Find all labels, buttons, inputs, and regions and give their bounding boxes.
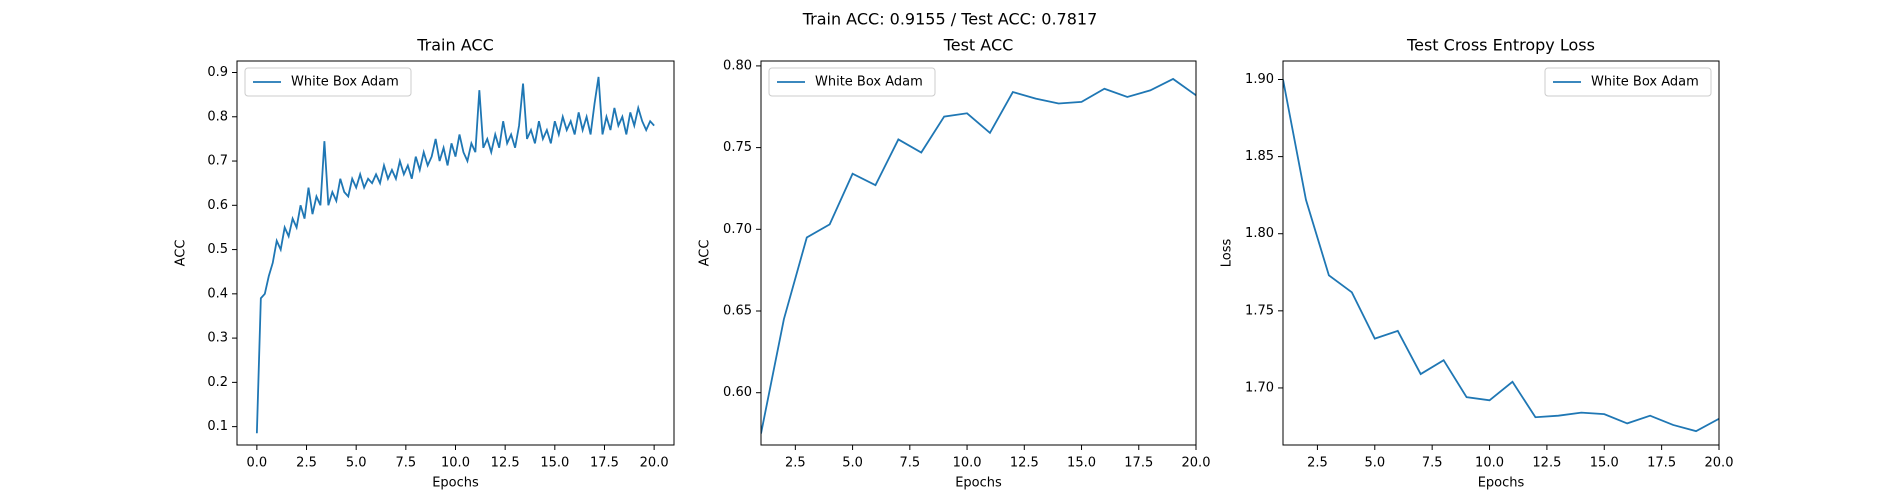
legend: White Box Adam — [768, 67, 936, 97]
legend-label: White Box Adam — [815, 75, 923, 90]
y-axis-label: Loss — [1220, 239, 1235, 268]
y-axis-label: ACC — [698, 240, 713, 267]
legend-label: White Box Adam — [291, 75, 399, 90]
x-tick-label: 20.0 — [1182, 456, 1211, 471]
x-tick-label: 7.5 — [395, 456, 416, 471]
subplot: Test ACC Epochs ACC 2.5 5.0 7.5 10.0 12.5 15.0 17… — [698, 36, 1211, 491]
subplot-title: Train ACC — [416, 36, 493, 55]
y-tick-label: 0.1 — [207, 419, 228, 434]
y-tick-label: 0.60 — [723, 385, 752, 400]
axes-frame — [1282, 60, 1720, 446]
y-tick-label: 0.6 — [207, 198, 228, 213]
x-tick-label: 2.5 — [1307, 456, 1328, 471]
x-tick-label: 17.5 — [1124, 456, 1153, 471]
y-tick-label: 1.90 — [1245, 72, 1274, 87]
x-tick-label: 5.0 — [1364, 456, 1385, 471]
x-tick-label: 5.0 — [842, 456, 863, 471]
x-tick-label: 2.5 — [785, 456, 806, 471]
x-tick-label: 7.5 — [899, 456, 920, 471]
y-tick-label: 0.65 — [723, 304, 752, 319]
x-axis-label: Epochs — [432, 476, 479, 491]
x-tick-label: 10.0 — [441, 456, 470, 471]
y-tick-label: 0.5 — [207, 242, 228, 257]
y-tick-label: 0.80 — [723, 58, 752, 73]
legend-box — [768, 67, 936, 97]
y-tick-label: 0.75 — [723, 140, 752, 155]
x-tick-label: 12.5 — [1010, 456, 1039, 471]
x-axis-label: Epochs — [1478, 476, 1525, 491]
y-tick-label: 1.70 — [1245, 380, 1274, 395]
x-tick-label: 12.5 — [491, 456, 520, 471]
y-tick-label: 1.85 — [1245, 149, 1274, 164]
y-tick-label: 0.8 — [207, 109, 228, 124]
legend: White Box Adam — [244, 67, 412, 97]
legend-box — [244, 67, 412, 97]
x-tick-label: 20.0 — [640, 456, 669, 471]
y-tick-label: 0.4 — [207, 286, 228, 301]
y-tick-label: 1.75 — [1245, 303, 1274, 318]
x-tick-label: 10.0 — [953, 456, 982, 471]
line — [761, 77, 1196, 434]
x-tick-label: 12.5 — [1532, 456, 1561, 471]
axes-frame — [760, 60, 1197, 446]
legend: White Box Adam — [1544, 67, 1712, 97]
subplot-title: Test ACC — [943, 36, 1014, 55]
x-tick-label: 10.0 — [1475, 456, 1504, 471]
x-tick-label: 15.0 — [1067, 456, 1096, 471]
y-tick-label: 0.3 — [207, 331, 228, 346]
legend-label: White Box Adam — [1591, 75, 1699, 90]
line — [255, 76, 655, 434]
subplot: Train ACC Epochs ACC 0.0 2.5 5.0 7.5 10.0 12.5 15… — [174, 36, 675, 491]
x-axis-label: Epochs — [955, 476, 1002, 491]
y-tick-label: 0.70 — [723, 222, 752, 237]
y-tick-label: 0.9 — [207, 65, 228, 80]
legend-box — [1544, 67, 1712, 97]
x-tick-label: 15.0 — [540, 456, 569, 471]
subplot: Test Cross Entropy Loss Epochs Loss 2.5 5.0 7… — [1220, 36, 1734, 491]
x-tick-label: 0.0 — [247, 456, 268, 471]
y-tick-label: 0.7 — [207, 154, 228, 169]
x-tick-label: 20.0 — [1705, 456, 1734, 471]
x-tick-label: 7.5 — [1422, 456, 1443, 471]
x-tick-label: 17.5 — [1647, 456, 1676, 471]
x-tick-label: 2.5 — [296, 456, 317, 471]
x-tick-label: 15.0 — [1590, 456, 1619, 471]
x-tick-label: 17.5 — [590, 456, 619, 471]
subplot-title: Test Cross Entropy Loss — [1406, 36, 1595, 55]
y-axis-label: ACC — [174, 240, 189, 267]
figure-title: Train ACC: 0.9155 / Test ACC: 0.7817 — [802, 10, 1098, 29]
y-tick-label: 0.2 — [207, 375, 228, 390]
line — [1283, 79, 1719, 433]
axes-frame — [236, 60, 675, 446]
y-tick-label: 1.80 — [1245, 226, 1274, 241]
x-tick-label: 5.0 — [346, 456, 367, 471]
